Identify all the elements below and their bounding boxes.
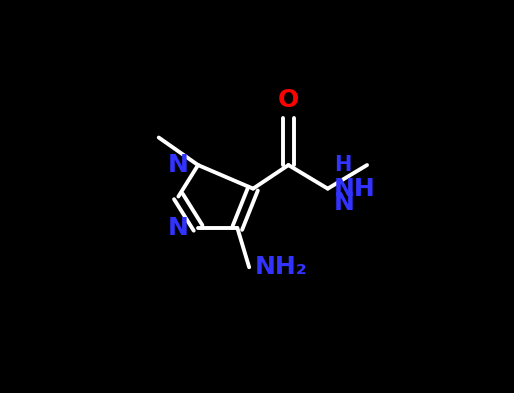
Text: O: O (278, 88, 299, 112)
Text: N: N (168, 153, 188, 177)
Text: NH: NH (334, 176, 375, 201)
Text: N: N (168, 216, 188, 240)
Text: N: N (334, 191, 355, 215)
Text: H: H (334, 155, 351, 175)
Text: NH₂: NH₂ (255, 255, 308, 279)
